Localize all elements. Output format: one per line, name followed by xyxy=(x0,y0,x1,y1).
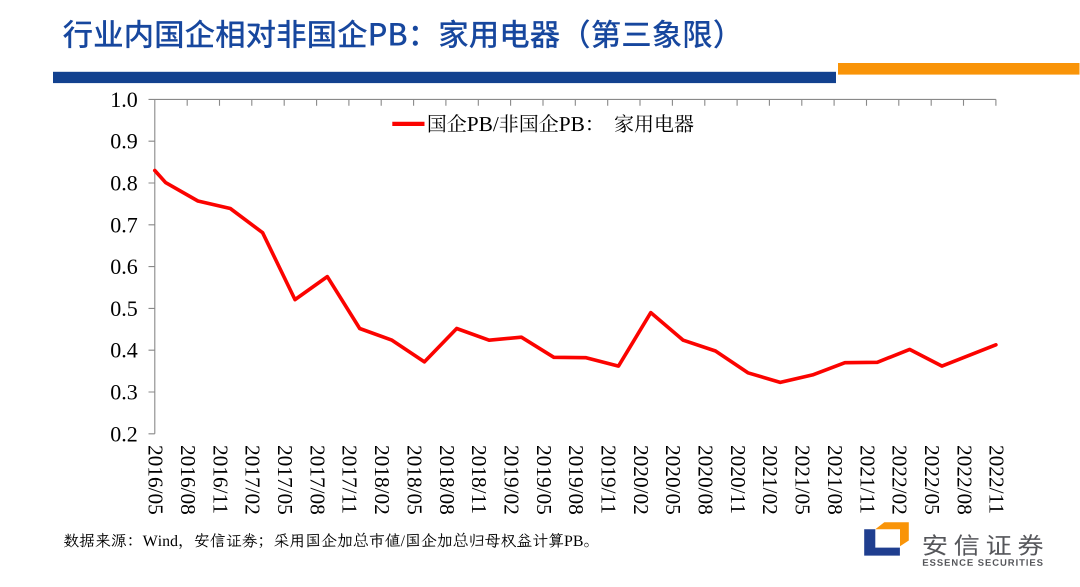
svg-text:0.4: 0.4 xyxy=(110,338,138,363)
svg-text:0.7: 0.7 xyxy=(110,212,138,237)
svg-text:2018/08: 2018/08 xyxy=(435,445,459,515)
svg-text:2018/02: 2018/02 xyxy=(370,445,394,515)
svg-text:2017/05: 2017/05 xyxy=(273,445,297,515)
svg-text:2018/05: 2018/05 xyxy=(402,445,426,515)
svg-text:2021/11: 2021/11 xyxy=(855,445,879,514)
svg-text:0.8: 0.8 xyxy=(110,171,138,196)
svg-text:2021/02: 2021/02 xyxy=(758,445,782,515)
svg-text:2018/11: 2018/11 xyxy=(467,445,491,514)
svg-text:2016/05: 2016/05 xyxy=(144,445,168,515)
svg-text:2020/02: 2020/02 xyxy=(629,445,653,515)
svg-text:2019/11: 2019/11 xyxy=(597,445,621,514)
svg-text:2019/05: 2019/05 xyxy=(532,445,556,515)
svg-text:2020/05: 2020/05 xyxy=(661,445,685,515)
svg-text:2021/08: 2021/08 xyxy=(823,445,847,515)
svg-text:1.0: 1.0 xyxy=(110,87,138,112)
svg-text:2019/02: 2019/02 xyxy=(499,445,523,515)
svg-text:2020/11: 2020/11 xyxy=(726,445,750,514)
svg-text:0.6: 0.6 xyxy=(110,254,138,279)
svg-text:0.3: 0.3 xyxy=(110,380,138,405)
svg-text:2022/08: 2022/08 xyxy=(952,445,976,515)
svg-text:0.9: 0.9 xyxy=(110,129,138,154)
svg-text:2017/02: 2017/02 xyxy=(241,445,265,515)
svg-text:2021/05: 2021/05 xyxy=(791,445,815,515)
svg-text:0.5: 0.5 xyxy=(110,296,138,321)
svg-text:0.2: 0.2 xyxy=(110,421,138,446)
svg-text:2020/08: 2020/08 xyxy=(694,445,718,515)
svg-text:2016/08: 2016/08 xyxy=(176,445,200,515)
svg-text:2022/05: 2022/05 xyxy=(920,445,944,515)
svg-text:2019/08: 2019/08 xyxy=(564,445,588,515)
svg-text:2017/11: 2017/11 xyxy=(338,445,362,514)
svg-text:2017/08: 2017/08 xyxy=(305,445,329,515)
svg-text:2022/02: 2022/02 xyxy=(888,445,912,515)
svg-text:2016/11: 2016/11 xyxy=(208,445,232,514)
svg-text:2022/11: 2022/11 xyxy=(985,445,1009,514)
